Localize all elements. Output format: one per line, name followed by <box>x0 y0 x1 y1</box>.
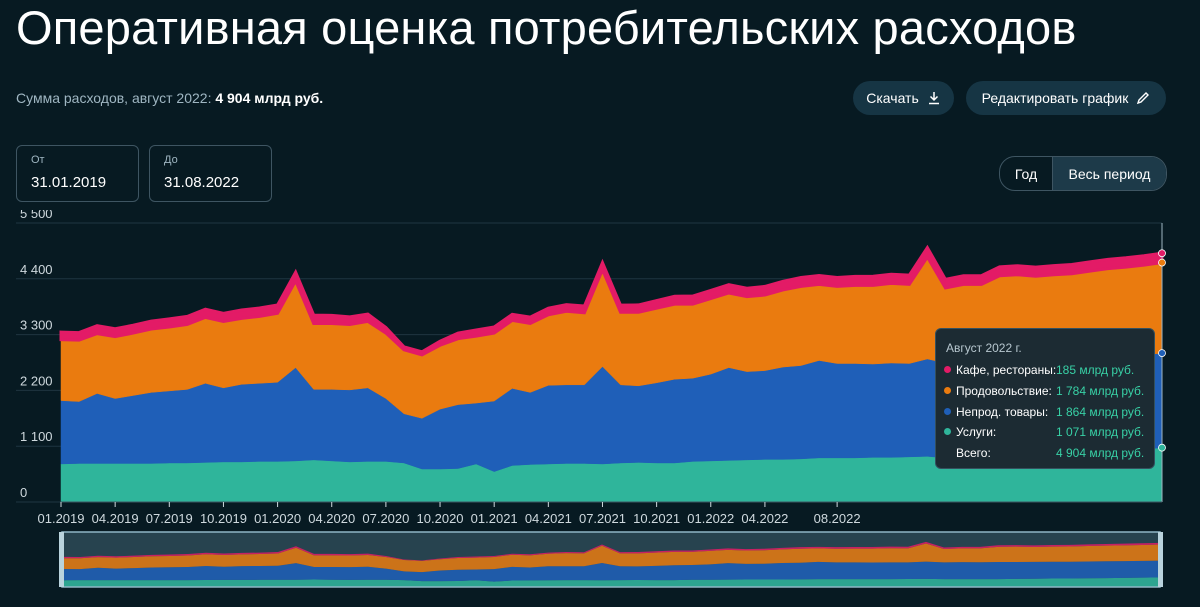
edit-label: Редактировать график <box>981 90 1129 106</box>
x-tick-label: 04.2022 <box>741 511 788 526</box>
period-year-button[interactable]: Год <box>1014 165 1038 182</box>
x-tick-label: 04.2019 <box>92 511 139 526</box>
date-to-value: 31.08.2022 <box>164 174 240 191</box>
tooltip-row-food: Продовольствие: 1 784 млрд руб. <box>944 384 1144 398</box>
navigator-series-0 <box>62 577 1160 587</box>
tooltip-label: Продовольствие: <box>956 384 1052 398</box>
summary-text: Сумма расходов, август 2022: 4 904 млрд … <box>16 90 323 106</box>
nonfood-dot <box>944 408 951 415</box>
y-tick-label: 3 300 <box>20 318 53 333</box>
date-to-field[interactable]: До 31.08.2022 <box>149 145 272 202</box>
tooltip-value: 1 071 млрд руб. <box>1056 425 1145 439</box>
date-to-label: До <box>164 154 178 166</box>
date-from-label: От <box>31 154 45 166</box>
tooltip-label: Кафе, рестораны: <box>956 363 1057 377</box>
x-tick-label: 04.2021 <box>525 511 572 526</box>
cafe-dot <box>944 366 951 373</box>
spending-chart: 0 1 100 2 200 3 300 4 400 5 500 01.2019 04.2019… <box>16 210 1166 588</box>
summary-value: 4 904 млрд руб. <box>215 90 324 106</box>
edit-chart-button[interactable]: Редактировать график <box>966 81 1166 115</box>
y-tick-label: 2 200 <box>20 373 53 388</box>
download-button[interactable]: Скачать <box>853 81 954 115</box>
y-tick-label: 1 100 <box>20 429 53 444</box>
period-toggle: Год Весь период <box>999 156 1167 191</box>
download-label: Скачать <box>866 90 919 106</box>
date-from-value: 31.01.2019 <box>31 174 107 191</box>
food-dot <box>944 387 951 394</box>
summary-label: Сумма расходов, август 2022: <box>16 90 212 106</box>
x-tick-label: 10.2021 <box>633 511 680 526</box>
tooltip-total-label: Всего: <box>956 446 991 460</box>
x-tick-label: 04.2020 <box>308 511 355 526</box>
x-tick-label: 08.2022 <box>814 511 861 526</box>
tooltip-value: 1 864 млрд руб. <box>1056 405 1145 419</box>
tooltip-value: 185 млрд руб. <box>1056 363 1135 377</box>
tooltip-header: Август 2022 г. <box>946 341 1022 355</box>
services-dot <box>944 428 951 435</box>
period-all-button[interactable]: Весь период <box>1052 157 1166 190</box>
tooltip-row-total: Всего: 4 904 млрд руб. <box>956 446 1144 460</box>
pencil-icon <box>1137 92 1150 105</box>
navigator-series-1 <box>62 560 1160 582</box>
tooltip-row-cafe: Кафе, рестораны: 185 млрд руб. <box>944 363 1134 377</box>
tooltip-row-services: Услуги: 1 071 млрд руб. <box>944 425 1144 439</box>
navigator-handle-left[interactable] <box>59 532 64 587</box>
x-tick-label: 01.2022 <box>687 511 734 526</box>
series-end-point <box>1158 349 1166 358</box>
x-tick-label: 01.2021 <box>471 511 518 526</box>
y-tick-label: 0 <box>20 485 27 500</box>
navigator-handle-right[interactable] <box>1158 532 1163 587</box>
chart-tooltip: Август 2022 г. Кафе, рестораны: 185 млрд… <box>935 328 1155 469</box>
download-icon <box>928 92 939 105</box>
tooltip-value: 1 784 млрд руб. <box>1056 384 1145 398</box>
series-end-point <box>1158 443 1166 452</box>
x-tick-label: 10.2020 <box>417 511 464 526</box>
tooltip-label: Услуги: <box>956 425 997 439</box>
tooltip-label: Непрод. товары: <box>956 405 1049 419</box>
x-tick-label: 07.2020 <box>362 511 409 526</box>
x-tick-label: 10.2019 <box>200 511 247 526</box>
series-end-point <box>1158 249 1166 258</box>
date-from-field[interactable]: От 31.01.2019 <box>16 145 139 202</box>
y-tick-label: 4 400 <box>20 262 53 277</box>
x-tick-label: 01.2020 <box>254 511 301 526</box>
y-tick-label: 5 500 <box>20 210 53 221</box>
x-tick-label: 07.2021 <box>579 511 626 526</box>
page-title: Оперативная оценка потребительских расхо… <box>16 1 1077 54</box>
navigator-series-2 <box>62 543 1160 573</box>
x-tick-label: 07.2019 <box>146 511 193 526</box>
x-tick-label: 01.2019 <box>38 511 85 526</box>
navigator-series-3 <box>62 541 1160 561</box>
tooltip-row-nonfood: Непрод. товары: 1 864 млрд руб. <box>944 405 1144 419</box>
tooltip-total-value: 4 904 млрд руб. <box>1056 446 1145 460</box>
series-end-point <box>1158 258 1166 267</box>
